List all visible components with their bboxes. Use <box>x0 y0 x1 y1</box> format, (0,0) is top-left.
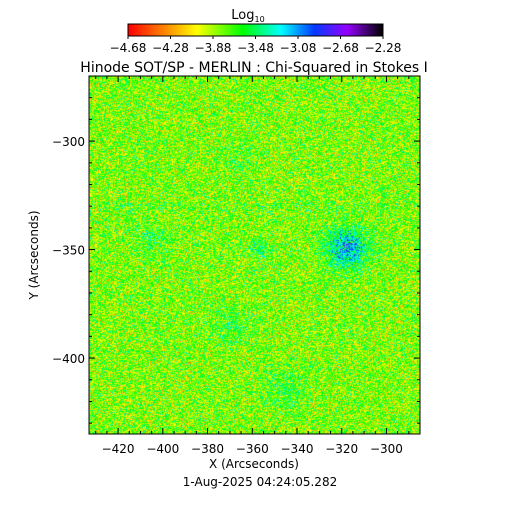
x-tick-label: −320 <box>325 442 358 456</box>
footer-timestamp: 1-Aug-2025 04:24:05.282 <box>183 475 337 489</box>
heatmap-image <box>89 76 420 434</box>
colorbar-tick-label: −3.88 <box>195 41 232 55</box>
colorbar: Log10 −4.68 −4.28 −3.88 −3.48 −3.08 −2.68 −2.2… <box>110 8 402 55</box>
x-tick-label: −400 <box>146 442 179 456</box>
chart-title: Hinode SOT/SP - MERLIN : Chi-Squared in … <box>80 60 427 76</box>
x-axis: −420 −400 −380 −360 −340 −320 −300 <box>95 76 410 456</box>
colorbar-ticks: −4.68 −4.28 −3.88 −3.48 −3.08 −2.68 −2.28 <box>110 36 402 55</box>
colorbar-label-main: Log <box>231 8 254 23</box>
x-axis-label: X (Arcseconds) <box>209 457 299 471</box>
colorbar-tick-label: −2.68 <box>322 41 359 55</box>
colorbar-tick-label: −3.08 <box>280 41 317 55</box>
y-tick-label: −300 <box>52 135 85 149</box>
x-tick-label: −360 <box>236 442 269 456</box>
plot-frame <box>88 75 421 435</box>
colorbar-tick-label: −2.28 <box>365 41 402 55</box>
x-tick-label: −420 <box>102 442 135 456</box>
colorbar-tick-label: −3.48 <box>237 41 274 55</box>
y-tick-label: −350 <box>52 244 85 258</box>
colorbar-label-sub: 10 <box>255 15 265 24</box>
x-tick-label: −340 <box>281 442 314 456</box>
y-axis-label: Y (Arcseconds) <box>27 210 41 300</box>
x-tick-label: −380 <box>191 442 224 456</box>
x-tick-label: −300 <box>370 442 403 456</box>
colorbar-label: Log10 <box>231 8 264 24</box>
y-axis: −300 −350 −400 <box>52 97 420 424</box>
y-tick-label: −400 <box>52 352 85 366</box>
colorbar-tick-label: −4.68 <box>110 41 147 55</box>
colorbar-tick-label: −4.28 <box>152 41 189 55</box>
colorbar-gradient <box>128 24 383 36</box>
